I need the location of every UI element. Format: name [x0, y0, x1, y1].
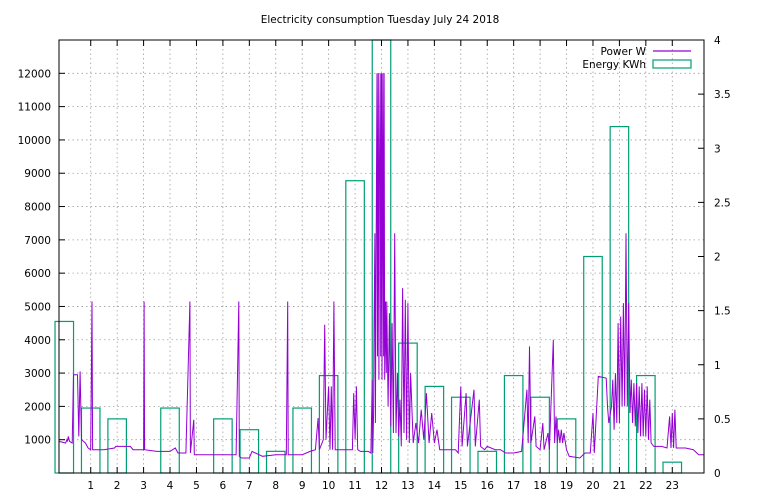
energy-bar	[530, 396, 550, 474]
y-left-tick-label: 8000	[24, 202, 51, 214]
y-left-tick-label: 1000	[24, 435, 51, 447]
right-axis-ticks: 0 0.5 1 1.5 2 2.5 3 3.5 4	[698, 35, 731, 480]
y-right-tick-label: 3.5	[714, 89, 731, 101]
y-right-tick-label: 1.5	[714, 306, 731, 318]
y-right-tick-label: 3	[714, 143, 721, 155]
x-tick-label: 19	[560, 480, 573, 492]
y-left-tick-label: 5000	[24, 301, 51, 313]
y-right-tick-label: 0.5	[714, 414, 731, 426]
x-tick-label: 17	[507, 480, 520, 492]
x-tick-label: 18	[533, 480, 546, 492]
chart-title: Electricity consumption Tuesday July 24 …	[261, 14, 500, 26]
legend-swatch-energy	[652, 59, 692, 69]
y-left-tick-label: 4000	[24, 335, 51, 347]
x-tick-label: 2	[114, 480, 121, 492]
x-tick-label: 13	[401, 480, 414, 492]
y-right-tick-label: 2	[714, 252, 721, 264]
x-tick-label: 20	[586, 480, 599, 492]
x-tick-label: 6	[220, 480, 227, 492]
y-left-tick-label: 7000	[24, 235, 51, 247]
power-line	[58, 73, 704, 459]
y-right-tick-label: 2.5	[714, 197, 731, 209]
y-right-tick-label: 4	[714, 35, 721, 47]
energy-bar	[54, 320, 75, 474]
x-axis-ticks: 1 2 3 4 5 6 7 8 9 10 11 12 13 14 15 16 17 18 19 20 21 22 23	[87, 40, 679, 492]
x-tick-label: 10	[322, 480, 335, 492]
y-left-tick-label: 6000	[24, 268, 51, 280]
power-line-series	[58, 73, 704, 459]
x-tick-label: 8	[272, 480, 279, 492]
y-left-tick-label: 9000	[24, 168, 51, 180]
x-tick-label: 11	[348, 480, 361, 492]
x-tick-label: 12	[375, 480, 388, 492]
energy-bars	[54, 39, 683, 474]
x-tick-label: 21	[613, 480, 626, 492]
left-axis-ticks: 1000 2000 3000 4000 5000 6000 7000 8000 9000 1000…	[18, 68, 65, 447]
x-tick-label: 16	[481, 480, 495, 492]
y-left-tick-label: 3000	[24, 368, 51, 380]
x-tick-label: 7	[246, 480, 253, 492]
x-tick-label: 3	[140, 480, 147, 492]
x-tick-label: 1	[87, 480, 94, 492]
legend-label-energy: Energy KWh	[582, 59, 646, 71]
x-tick-label: 4	[167, 480, 174, 492]
y-left-tick-label: 2000	[24, 401, 51, 413]
y-left-tick-label: 10000	[18, 135, 51, 147]
x-tick-label: 5	[193, 480, 200, 492]
energy-bar	[503, 374, 524, 474]
x-tick-label: 9	[299, 480, 306, 492]
x-tick-label: 14	[428, 480, 442, 492]
y-right-tick-label: 0	[714, 468, 721, 480]
x-tick-label: 23	[666, 480, 679, 492]
x-tick-label: 22	[639, 480, 652, 492]
y-left-tick-label: 11000	[18, 102, 51, 114]
legend-label-power: Power W	[601, 46, 647, 58]
y-right-tick-label: 1	[714, 360, 721, 372]
legend: Power W Energy KWh	[582, 46, 692, 71]
x-tick-label: 15	[454, 480, 467, 492]
y-left-tick-label: 12000	[18, 68, 51, 80]
